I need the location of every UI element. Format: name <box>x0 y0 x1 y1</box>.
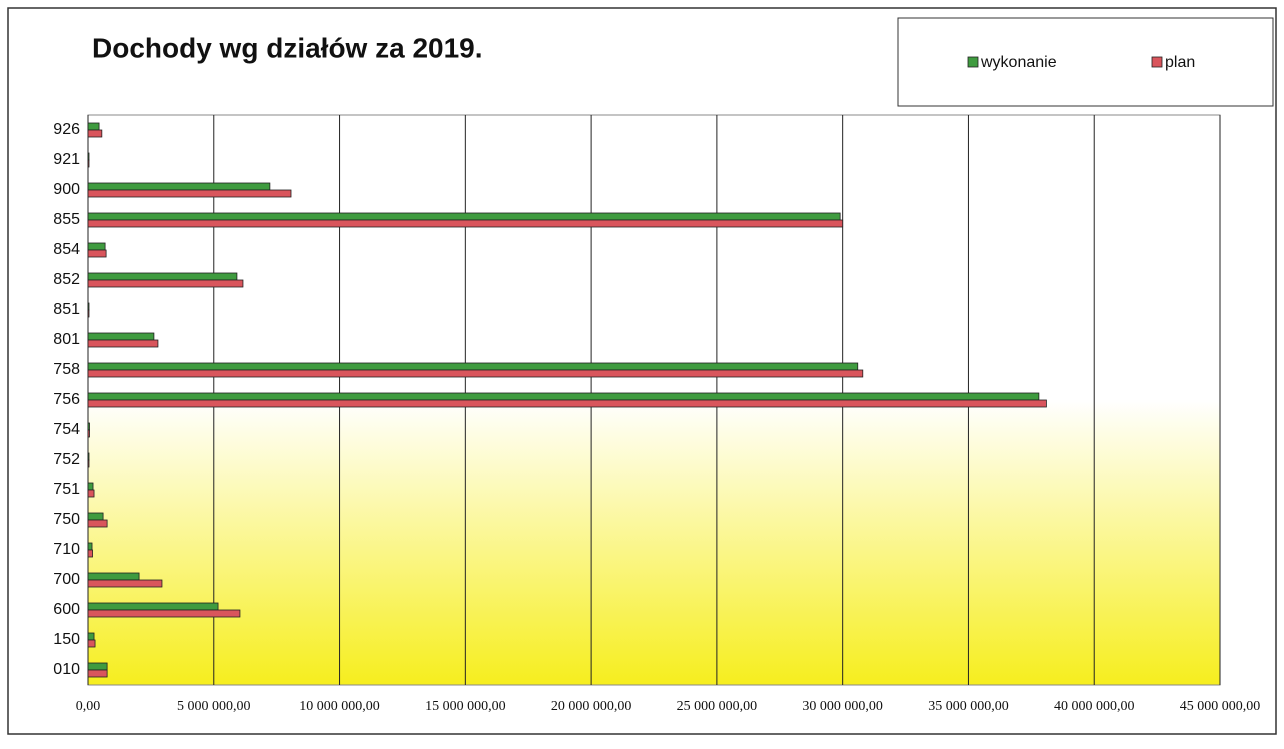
bar <box>87 602 219 611</box>
y-tick-label: 855 <box>53 211 80 228</box>
bar <box>87 399 1047 408</box>
x-tick-label: 30 000 000,00 <box>802 699 883 714</box>
bar <box>87 159 90 168</box>
bar <box>87 662 108 671</box>
bar <box>87 579 163 588</box>
bar <box>87 152 90 161</box>
bar <box>87 452 90 461</box>
x-tick-label: 10 000 000,00 <box>299 699 380 714</box>
chart-title: Dochody wg działów za 2019. <box>92 32 483 63</box>
bar <box>87 422 90 431</box>
y-tick-label: 921 <box>53 151 80 168</box>
y-tick-label: 600 <box>53 601 80 618</box>
bar <box>87 549 93 558</box>
legend-label: wykonanie <box>980 54 1057 71</box>
bar <box>87 369 864 378</box>
bar <box>87 249 107 258</box>
y-tick-label: 710 <box>53 541 80 558</box>
bar <box>87 219 844 228</box>
x-tick-label: 35 000 000,00 <box>928 699 1009 714</box>
bar <box>87 242 106 251</box>
x-tick-label: 45 000 000,00 <box>1180 699 1261 714</box>
bar <box>87 332 155 341</box>
y-tick-label: 752 <box>53 451 80 468</box>
y-tick-label: 900 <box>53 181 80 198</box>
y-tick-label: 852 <box>53 271 80 288</box>
bar <box>87 272 238 281</box>
legend-swatch <box>967 56 979 68</box>
bar <box>87 512 104 521</box>
bar <box>87 482 94 491</box>
bar <box>87 459 90 468</box>
bar <box>87 212 841 221</box>
bar <box>87 609 241 618</box>
x-tick-label: 40 000 000,00 <box>1054 699 1135 714</box>
y-tick-label: 751 <box>53 481 80 498</box>
y-tick-label: 150 <box>53 631 80 648</box>
legend-swatch <box>1151 56 1163 68</box>
bar <box>87 429 90 438</box>
legend <box>897 17 1274 107</box>
bar <box>87 669 108 678</box>
x-tick-label: 20 000 000,00 <box>551 699 632 714</box>
bar <box>87 302 90 311</box>
x-tick-label: 0,00 <box>76 699 101 714</box>
y-tick-label: 700 <box>53 571 80 588</box>
bar <box>87 279 244 288</box>
bar <box>87 572 140 581</box>
x-tick-label: 25 000 000,00 <box>677 699 758 714</box>
y-tick-label: 851 <box>53 301 80 318</box>
bar <box>87 189 292 198</box>
bar <box>87 519 108 528</box>
y-tick-label: 750 <box>53 511 80 528</box>
bar <box>87 392 1040 401</box>
bar <box>87 632 95 641</box>
bar <box>87 129 103 138</box>
bar <box>87 182 271 191</box>
bar <box>87 639 96 648</box>
bar <box>87 542 93 551</box>
chart-border <box>7 7 1277 735</box>
bar <box>87 122 100 131</box>
y-tick-label: 756 <box>53 391 80 408</box>
x-tick-label: 5 000 000,00 <box>177 699 251 714</box>
bar <box>87 362 859 371</box>
bar <box>87 489 95 498</box>
bar <box>87 339 159 348</box>
y-tick-label: 926 <box>53 121 80 138</box>
bar <box>87 309 90 318</box>
y-tick-label: 010 <box>53 661 80 678</box>
y-tick-label: 758 <box>53 361 80 378</box>
y-tick-label: 801 <box>53 331 80 348</box>
x-tick-label: 15 000 000,00 <box>425 699 506 714</box>
legend-label: plan <box>1165 54 1195 71</box>
y-tick-label: 854 <box>53 241 80 258</box>
y-tick-label: 754 <box>53 421 80 438</box>
